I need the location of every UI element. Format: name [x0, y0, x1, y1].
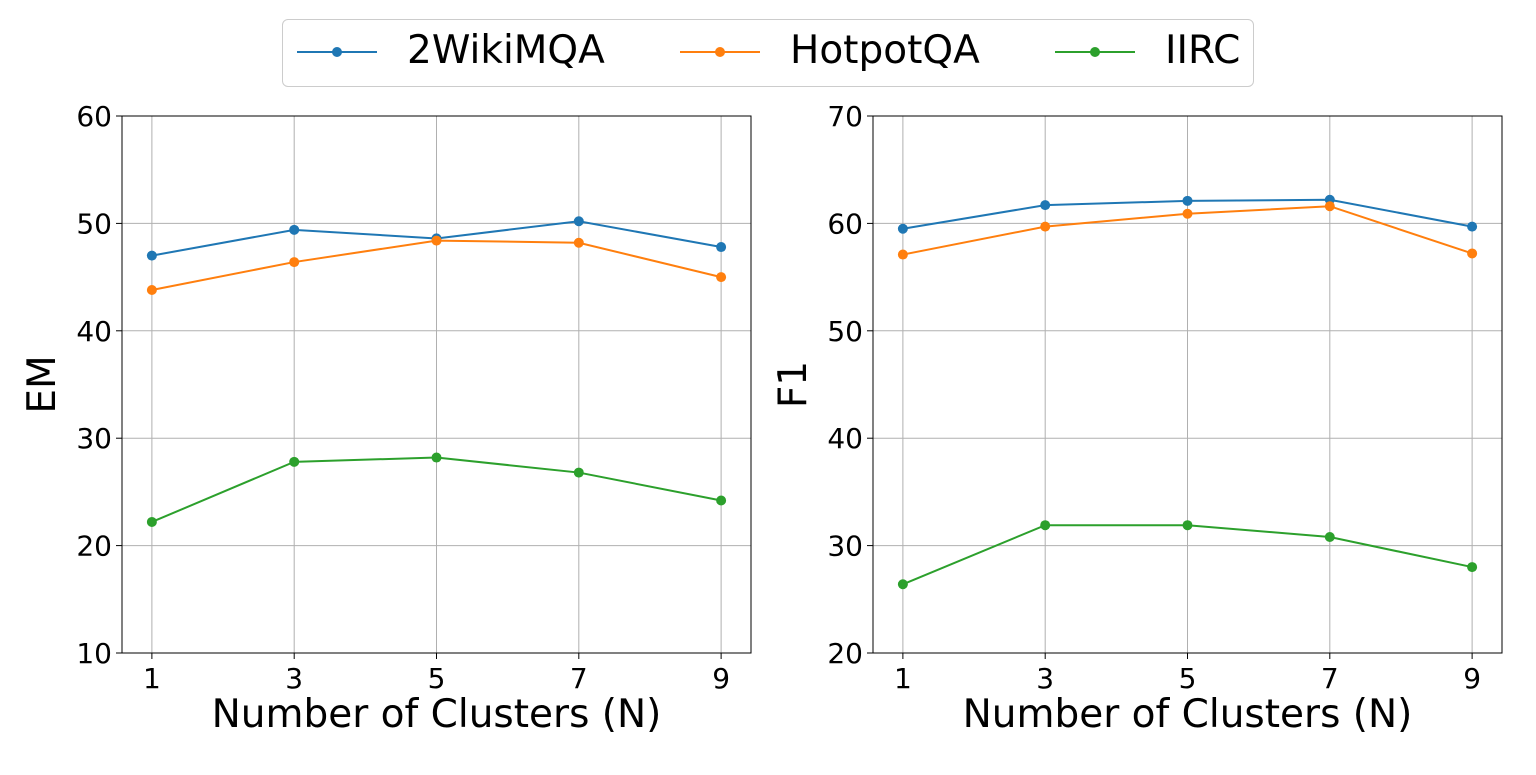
x-tick-label: 5: [428, 662, 446, 695]
data-point-hotpotqa: [897, 249, 908, 260]
y-tick-label: 60: [76, 100, 112, 133]
data-point-hotpotqa: [716, 272, 727, 283]
x-tick-label: 9: [712, 662, 730, 695]
legend-swatch-2wikimqa: [297, 47, 377, 57]
data-point-2wikimqa: [1467, 221, 1478, 232]
y-tick-label: 10: [76, 637, 112, 670]
x-tick-label: 1: [143, 662, 161, 695]
y-axis-label: EM: [20, 355, 65, 413]
data-point-2wikimqa: [289, 224, 300, 235]
x-tick-label: 7: [570, 662, 588, 695]
y-tick-label: 40: [827, 422, 863, 455]
data-point-hotpotqa: [431, 235, 442, 246]
data-point-hotpotqa: [1324, 201, 1335, 212]
data-point-2wikimqa: [1040, 200, 1051, 211]
y-axis-label: F1: [771, 361, 816, 408]
y-tick-label: 20: [827, 637, 863, 670]
x-tick-label: 1: [894, 662, 912, 695]
data-point-iirc: [146, 516, 157, 527]
x-axis-label: Number of Clusters (N): [963, 692, 1413, 737]
data-point-hotpotqa: [573, 237, 584, 248]
y-tick-label: 40: [76, 315, 112, 348]
data-point-iirc: [1467, 562, 1478, 573]
y-tick-label: 20: [76, 530, 112, 563]
data-point-hotpotqa: [289, 257, 300, 268]
data-point-2wikimqa: [146, 250, 157, 261]
x-tick-label: 9: [1463, 662, 1481, 695]
legend-label-hotpotqa: HotpotQA: [790, 28, 980, 73]
data-point-iirc: [431, 452, 442, 463]
data-point-iirc: [1040, 520, 1051, 531]
y-tick-label: 30: [827, 530, 863, 563]
data-point-hotpotqa: [1182, 208, 1193, 219]
data-point-2wikimqa: [573, 216, 584, 227]
legend-swatch-hotpotqa: [680, 47, 760, 57]
data-point-iirc: [1324, 532, 1335, 543]
legend-swatch-iirc: [1055, 47, 1135, 57]
x-tick-label: 3: [1036, 662, 1054, 695]
em-chart: 1 3 5 7 9 10 20 30 40 50 60 Number of Clusters (N) E…: [20, 100, 752, 737]
x-tick-label: 5: [1179, 662, 1197, 695]
x-tick-label: 7: [1321, 662, 1339, 695]
data-point-iirc: [716, 495, 727, 506]
data-point-hotpotqa: [1040, 221, 1051, 232]
data-point-2wikimqa: [716, 242, 727, 253]
data-point-2wikimqa: [897, 223, 908, 234]
y-tick-label: 70: [827, 100, 863, 133]
y-tick-label: 60: [827, 207, 863, 240]
y-tick-label: 30: [76, 422, 112, 455]
data-point-iirc: [289, 456, 300, 467]
data-point-iirc: [1182, 520, 1193, 531]
legend: 2WikiMQA HotpotQA IIRC: [282, 19, 1254, 87]
legend-label-2wikimqa: 2WikiMQA: [407, 28, 605, 73]
data-point-iirc: [897, 579, 908, 590]
data-point-2wikimqa: [1182, 195, 1193, 206]
data-point-hotpotqa: [1467, 248, 1478, 259]
y-tick-label: 50: [827, 315, 863, 348]
x-axis-label: Number of Clusters (N): [212, 692, 662, 737]
x-tick-label: 3: [285, 662, 303, 695]
data-point-iirc: [573, 467, 584, 478]
f1-chart: 1 3 5 7 9 20 30 40 50 60 70 Number of Clusters (N) F…: [771, 100, 1503, 737]
data-point-hotpotqa: [146, 284, 157, 295]
legend-label-iirc: IIRC: [1165, 28, 1241, 73]
y-tick-label: 50: [76, 207, 112, 240]
